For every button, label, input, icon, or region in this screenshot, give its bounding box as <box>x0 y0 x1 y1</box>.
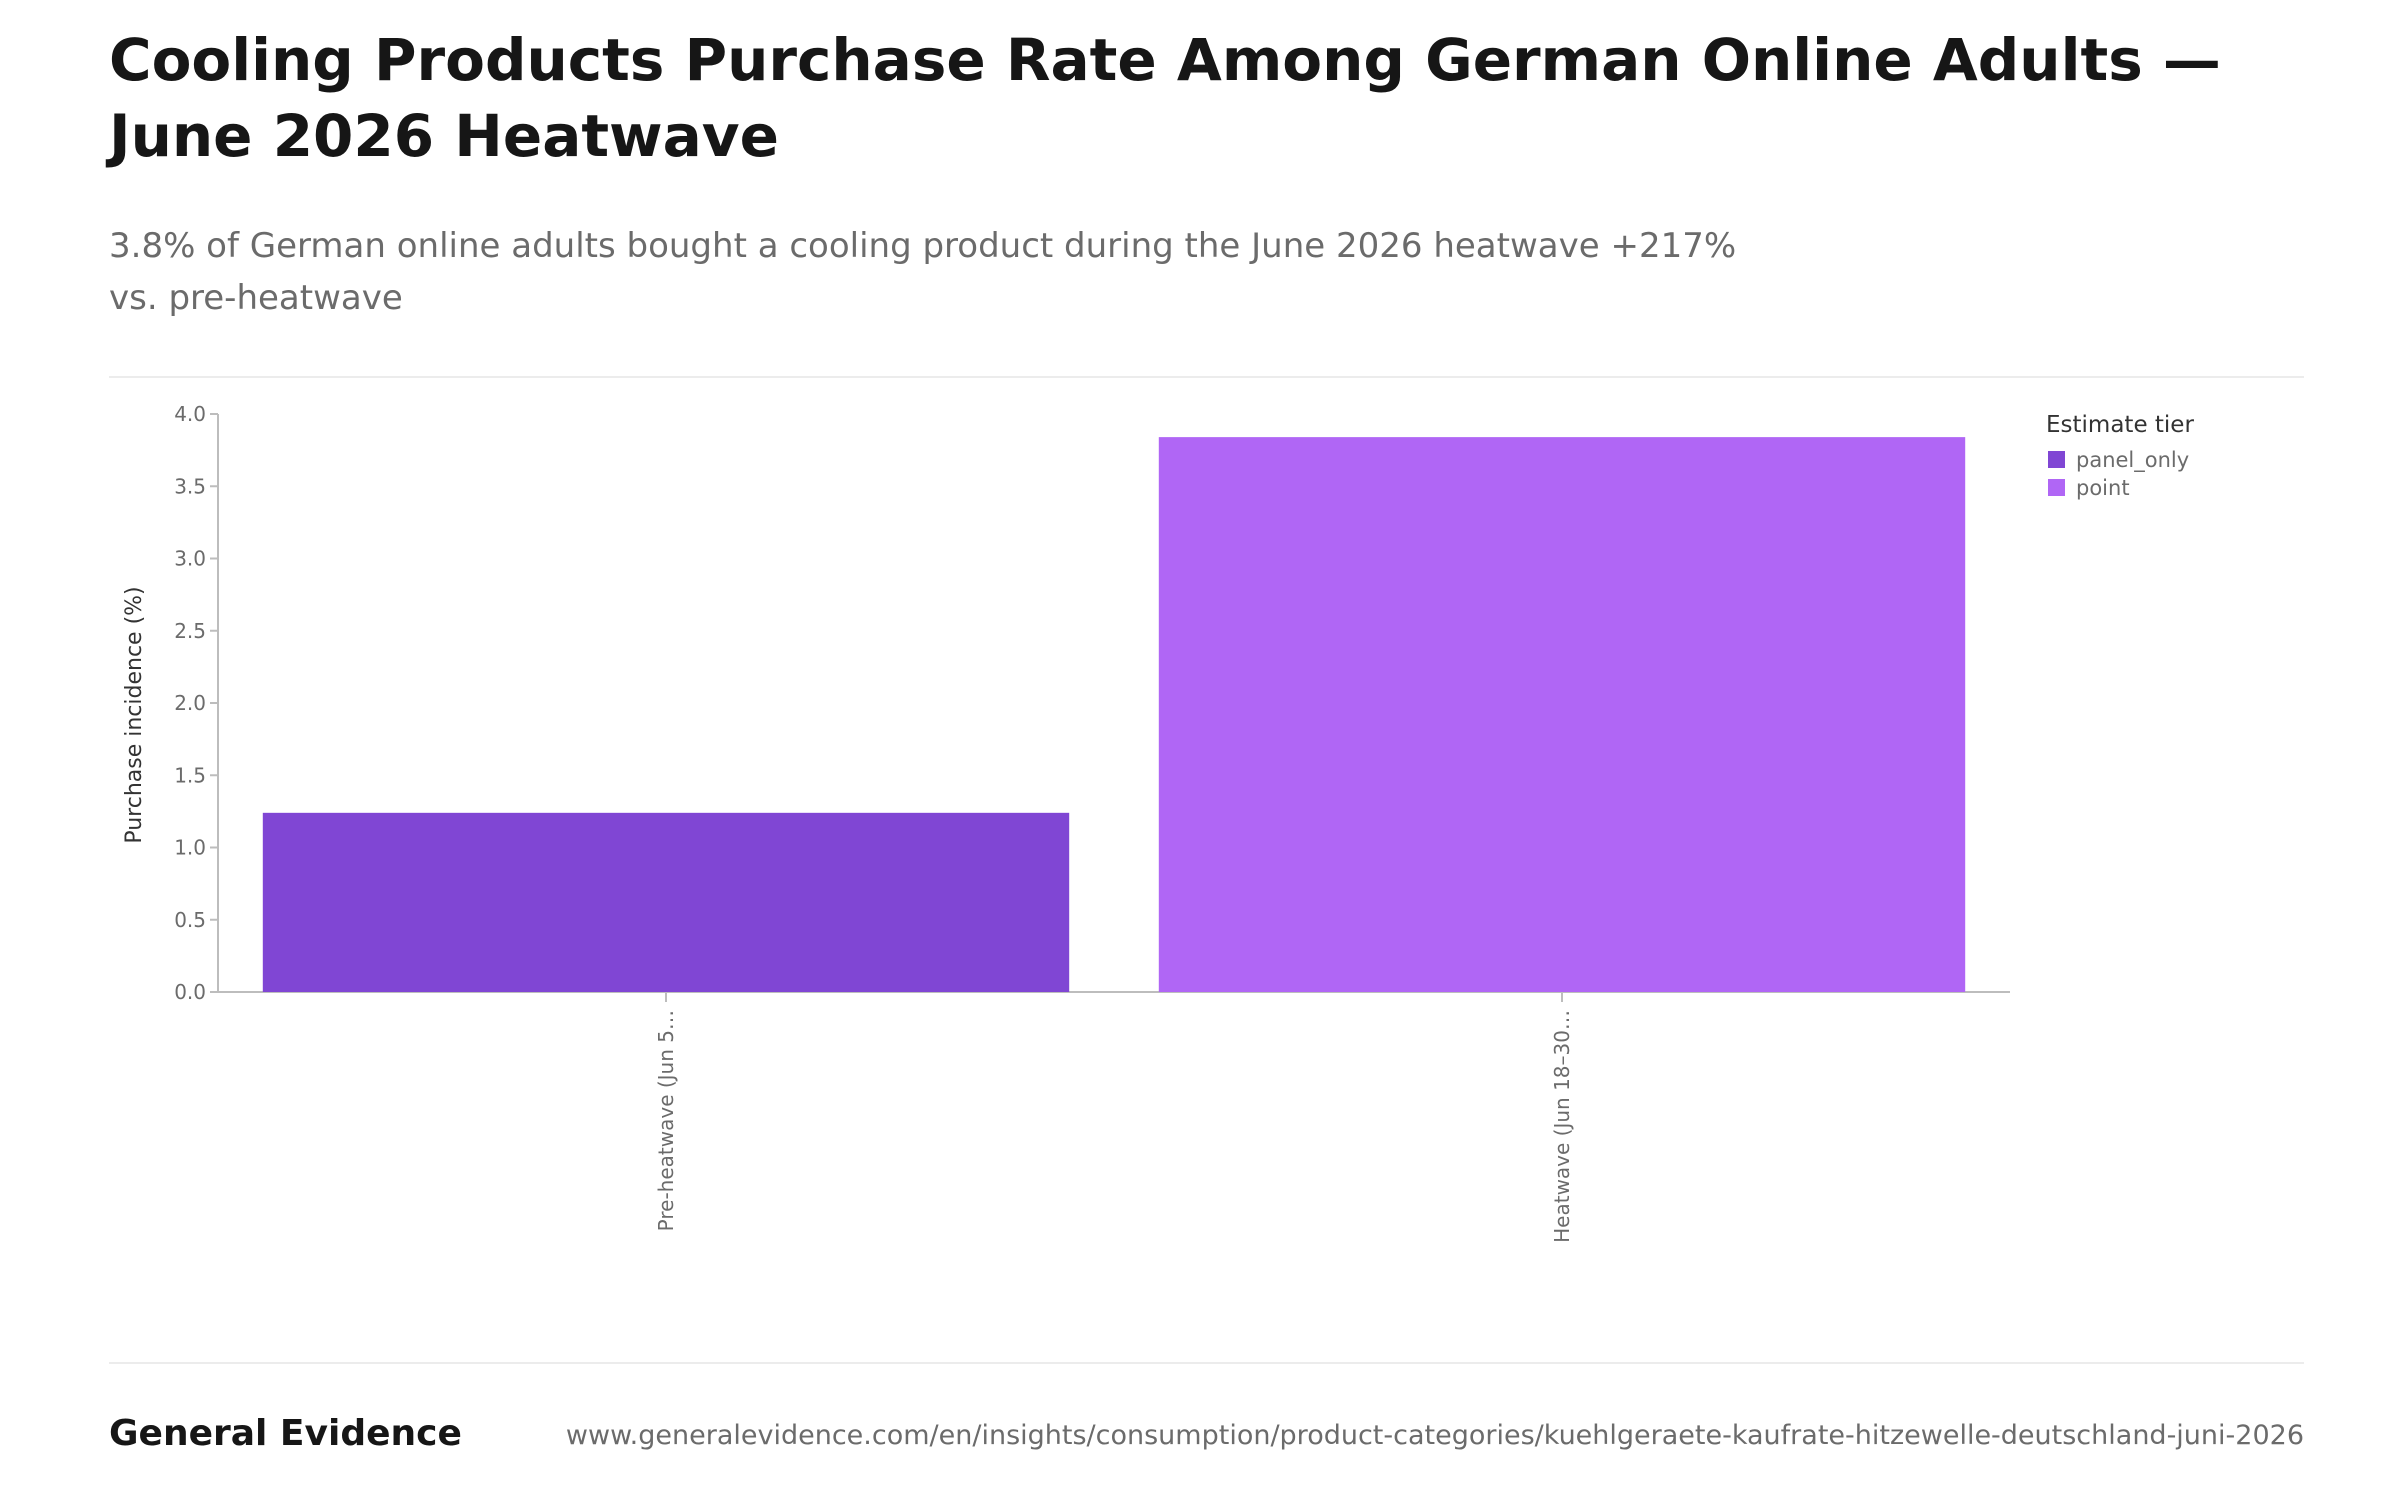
y-axis-title: Purchase incidence (%) <box>122 586 147 843</box>
y-tick-label: 0.0 <box>174 980 206 1004</box>
y-tick-label: 2.5 <box>174 619 206 643</box>
y-tick-label: 1.5 <box>174 763 206 787</box>
x-axis: Pre-heatwave (Jun 5… Heatwave (Jun 18–30… <box>654 992 1574 1243</box>
y-tick-label: 1.0 <box>174 836 206 860</box>
bar-panel_only <box>262 812 1070 992</box>
page-title: Cooling Products Purchase Rate Among Ger… <box>109 26 2221 170</box>
legend-swatch-point <box>2048 479 2065 496</box>
bottom-divider <box>109 1362 2304 1364</box>
y-tick-label: 3.0 <box>174 547 206 571</box>
top-divider <box>109 376 2304 378</box>
legend-title: Estimate tier <box>2046 412 2194 438</box>
y-tick-label: 3.5 <box>174 474 206 498</box>
page-subtitle: 3.8% of German online adults bought a co… <box>109 226 1737 318</box>
x-tick-label: Pre-heatwave (Jun 5… <box>654 1010 678 1231</box>
y-tick-label: 2.0 <box>174 691 206 715</box>
x-tick-label: Heatwave (Jun 18–30… <box>1550 1010 1574 1243</box>
y-axis: 0.0 0.5 1.0 1.5 2.0 2.5 3.0 3.5 4.0 <box>174 402 218 1004</box>
y-tick-label: 4.0 <box>174 402 206 426</box>
bar-point <box>1158 437 1966 992</box>
legend-swatch-panel_only <box>2048 451 2065 468</box>
bar-series <box>262 437 1966 992</box>
source-link[interactable]: www.generalevidence.com/en/insights/cons… <box>565 1420 2304 1451</box>
brand-name: General Evidence <box>109 1413 462 1454</box>
legend-label-point: point <box>2076 476 2130 500</box>
legend-label-panel_only: panel_only <box>2076 448 2189 473</box>
y-tick-label: 0.5 <box>174 908 206 932</box>
